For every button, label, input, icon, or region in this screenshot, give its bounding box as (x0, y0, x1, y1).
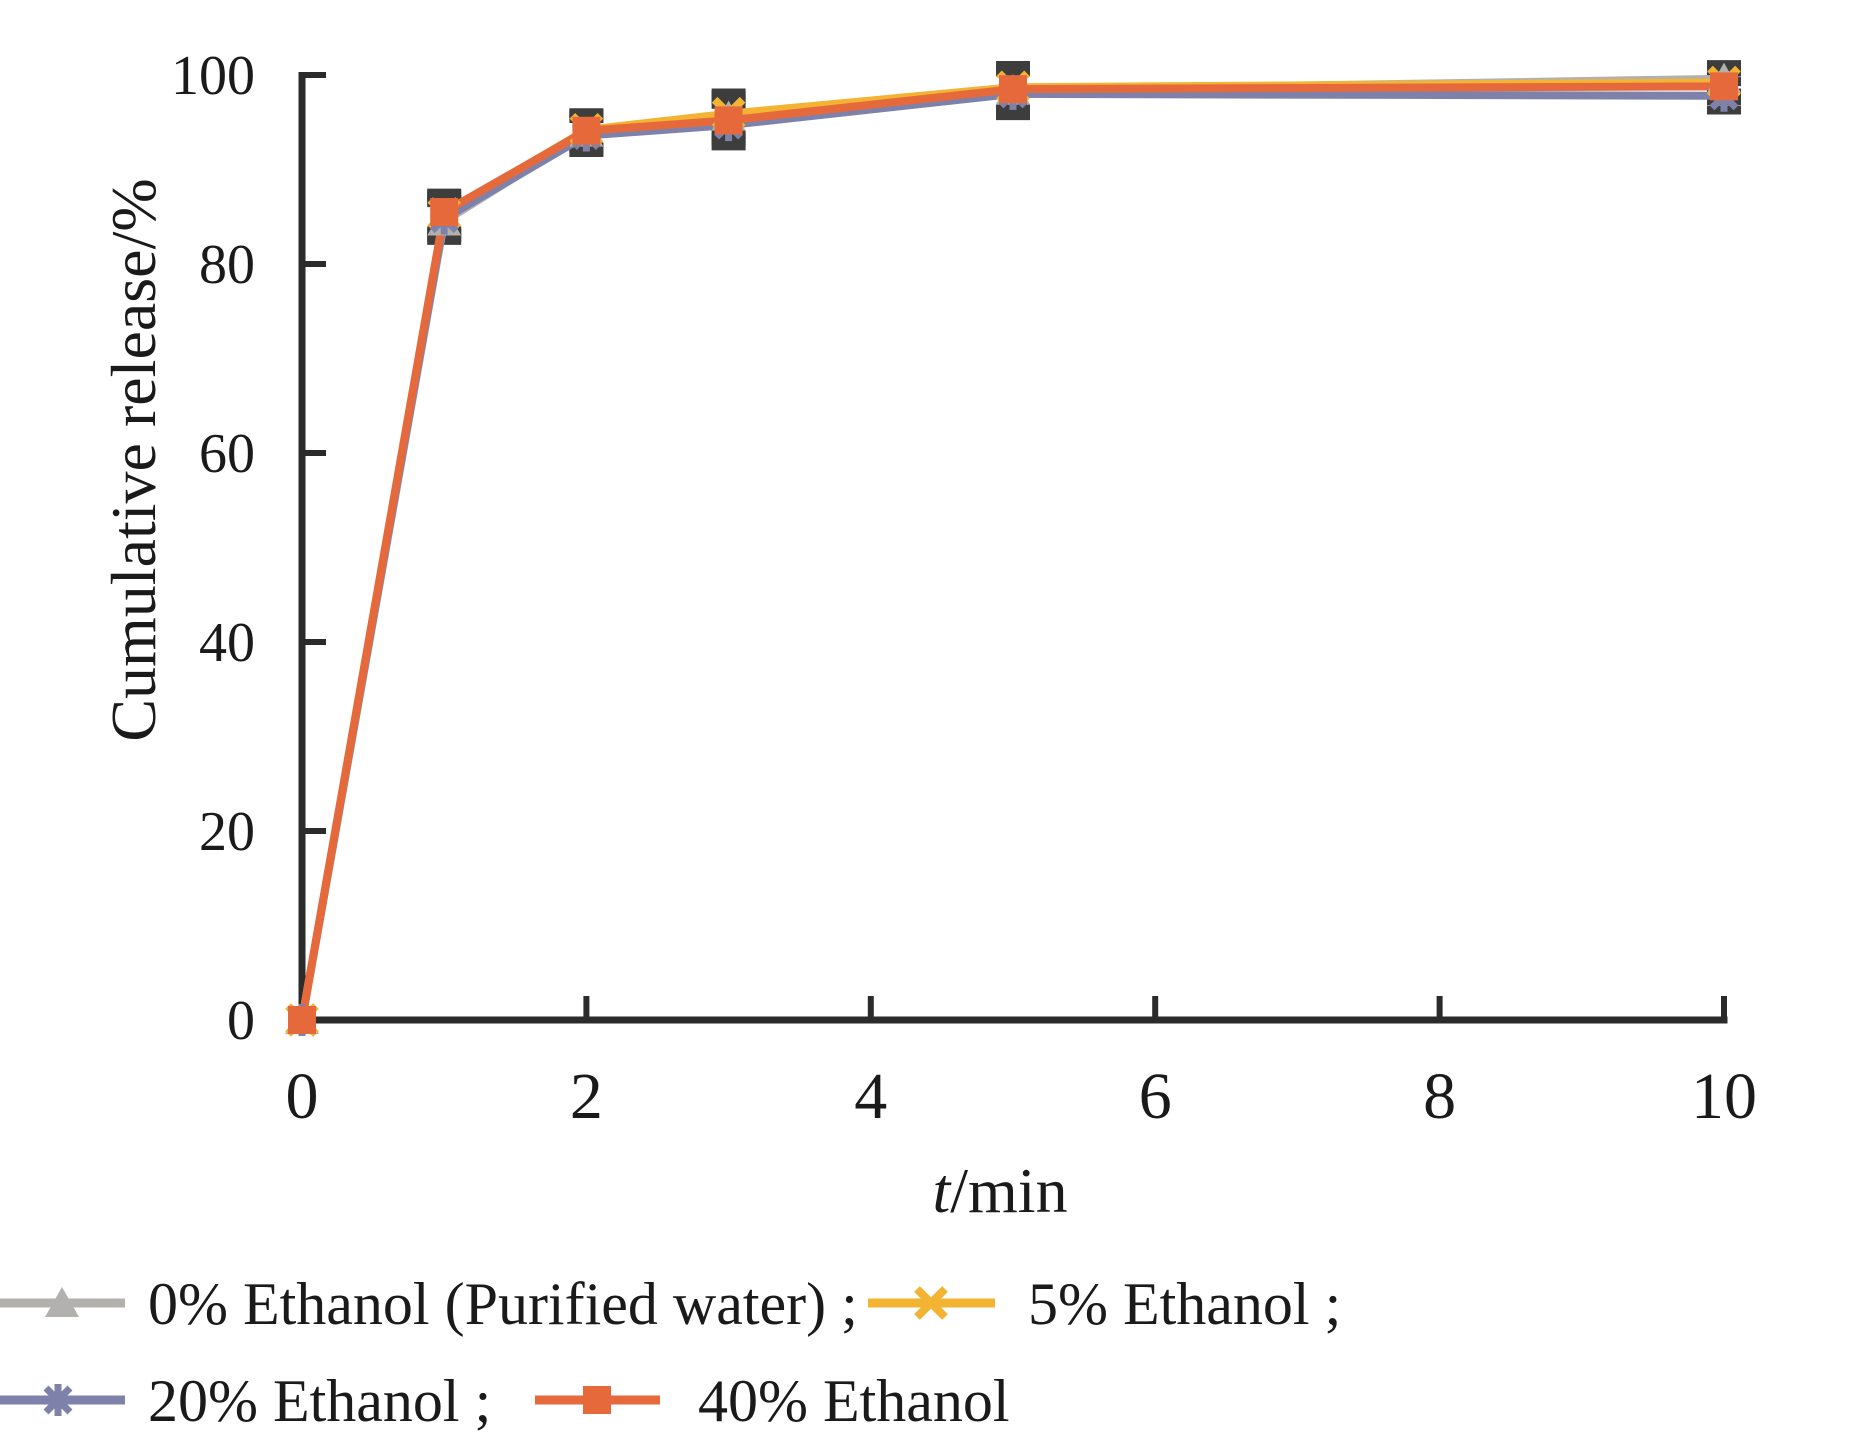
legend-label-40pct-ethanol: 40% Ethanol (698, 1368, 1010, 1434)
x-tick-label: 8 (1423, 1060, 1456, 1133)
y-tick-label: 80 (199, 234, 255, 296)
square-marker (430, 198, 459, 227)
asterisk-marker (43, 1384, 73, 1416)
x-tick-label: 0 (286, 1060, 319, 1133)
square-marker (288, 1006, 316, 1034)
square-marker (714, 106, 743, 135)
x-axis-title: t/min (932, 1155, 1067, 1226)
triangle-marker (45, 1287, 79, 1317)
y-tick-label: 60 (199, 423, 255, 485)
legend-label-5pct-ethanol: 5% Ethanol ; (1028, 1271, 1341, 1337)
x-axis-title-symbol: t (932, 1155, 952, 1226)
legend-label-0pct-ethanol: 0% Ethanol (Purified water) ; (148, 1271, 858, 1337)
square-marker (1710, 72, 1738, 101)
y-axis-title: Cumulative release/% (98, 178, 169, 741)
series-line (298, 82, 1725, 1021)
y-tick-label: 100 (171, 45, 255, 107)
y-tick-label: 20 (199, 801, 255, 863)
legend-label-20pct-ethanol: 20% Ethanol ; (148, 1368, 491, 1434)
x-tick-label: 6 (1139, 1060, 1172, 1133)
x-tick-label: 10 (1691, 1060, 1757, 1133)
x-tick-label: 4 (854, 1060, 887, 1133)
legend (0, 1286, 995, 1416)
square-marker (999, 75, 1027, 104)
y-tick-label: 40 (199, 612, 255, 674)
x-axis-title-unit: /min (950, 1155, 1067, 1226)
square-marker (572, 116, 601, 145)
x-marker (914, 1286, 948, 1320)
square-marker (583, 1386, 611, 1414)
y-tick-label: 0 (227, 990, 255, 1052)
x-tick-label: 2 (570, 1060, 603, 1133)
series-line (298, 89, 1725, 1021)
series-line (298, 74, 1725, 1021)
series-line (298, 78, 1725, 1021)
